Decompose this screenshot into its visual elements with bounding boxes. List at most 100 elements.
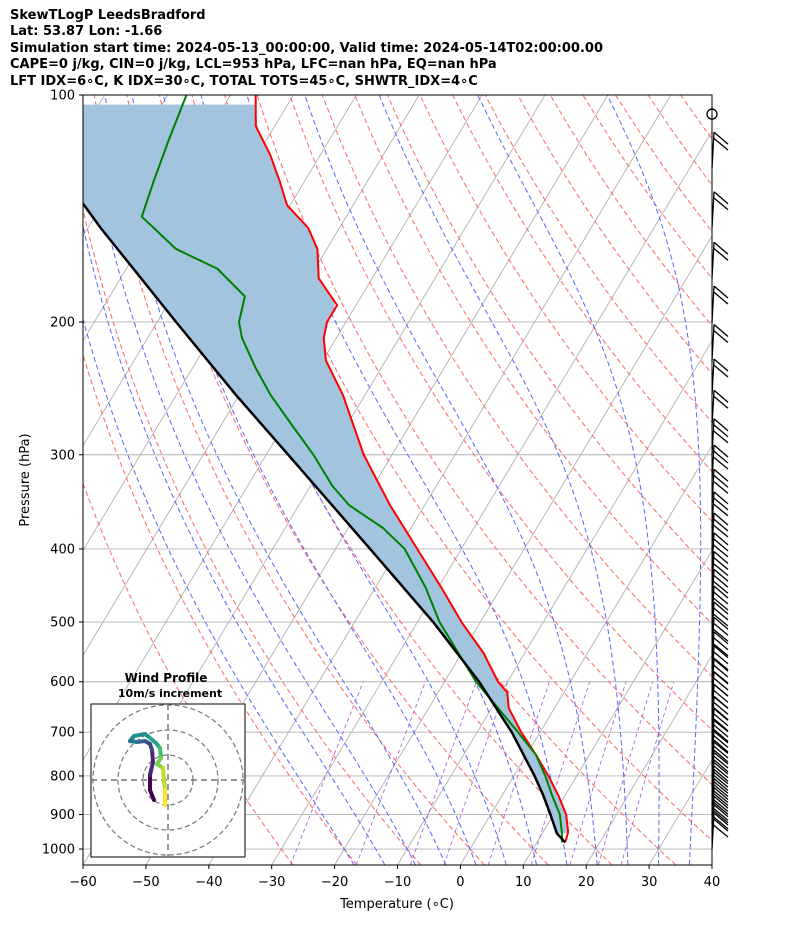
moist-adiabat [131,95,477,865]
cape-shading [83,104,569,834]
x-tick-label: 40 [704,875,721,890]
isotherm-line [334,235,712,865]
cape-line: CAPE=0 j/kg, CIN=0 j/kg, LCL=953 hPa, LF… [10,57,497,73]
wind-barb [711,358,729,396]
x-tick-label: −60 [69,875,96,890]
isotherm-line [522,549,712,865]
dry-adiabat [746,95,794,865]
x-tick-label: 10 [515,875,532,890]
wind-barb [711,418,729,455]
moist-adiabat [83,103,416,865]
hodograph-subtitle: 10m/s increment [118,687,222,700]
wind-barb [711,191,729,228]
wind-barb [711,389,729,427]
x-tick-label: −10 [384,875,411,890]
index-line: LFT IDX=6∘C, K IDX=30∘C, TOTAL TOTS=45∘C… [10,73,478,89]
wind-barb [711,444,729,482]
y-tick-label: 800 [50,769,75,784]
y-tick-label: 700 [50,726,75,741]
dry-adiabat [93,95,485,865]
wind-barb [711,631,729,668]
time-line: Simulation start time: 2024-05-13_00:00:… [10,40,603,56]
mixing-ratio-line [290,681,364,865]
calm-wind-circle [706,108,718,120]
isotherm-line [271,130,712,865]
x-tick-label: 30 [641,875,658,890]
x-tick-label: 20 [578,875,595,890]
dry-adiabat [321,95,712,678]
moist-adiabat [83,224,386,865]
mixing-ratio-line [598,681,654,865]
parcel-line [83,201,567,844]
x-tick-label: −30 [258,875,285,890]
isotherm-line [208,95,672,865]
wind-barb [711,512,729,550]
dry-adiabat [83,353,358,865]
x-axis-label: Temperature (∘C) [339,897,454,912]
dewpoint-line [140,95,564,843]
x-tick-label: −40 [195,875,222,890]
chart-header: SkewTLogP LeedsBradford Lat: 53.87 Lon: … [10,8,603,90]
moist-adiabat [246,95,568,865]
dry-adiabat [83,482,294,865]
dry-adiabat [224,95,712,842]
location-line: Lat: 53.87 Lon: -1.66 [10,24,163,40]
wind-barb [711,241,729,279]
dry-adiabat [354,95,712,625]
y-tick-label: 200 [50,315,75,330]
wind-barb [711,491,729,528]
wind-barb [711,285,729,323]
y-tick-label: 300 [50,448,75,463]
dry-adiabat [582,95,712,280]
y-tick-label: 500 [50,616,75,631]
isotherm-line [648,759,712,865]
wind-barb [711,131,729,169]
isotherm-line [397,339,712,865]
hodograph-segment [161,766,166,782]
wind-barb [711,616,729,654]
wind-barb [711,718,729,755]
isotherm-line [585,654,712,865]
wind-barbs [706,108,729,850]
moist-adiabat [378,95,629,865]
dry-adiabat [680,95,712,140]
hodograph-segment [150,748,155,764]
hodograph-segment [148,760,155,777]
x-tick-label: 0 [456,875,464,890]
wind-barb [711,601,729,639]
wind-barb [711,532,729,569]
moist-adiabat [83,317,355,865]
dry-adiabat [386,95,712,573]
wind-barb [711,645,729,682]
y-axis-label: Pressure (hPa) [18,433,33,526]
x-tick-label: −50 [132,875,159,890]
moist-adiabat [162,95,507,865]
y-tick-label: 100 [50,89,75,104]
chart-title: SkewTLogP LeedsBradford [10,8,206,23]
dry-adiabat [419,95,712,523]
y-tick-label: 900 [50,808,75,823]
mixing-ratio-line [620,681,675,865]
dry-adiabat [83,207,422,865]
mixing-ratio-line [355,681,426,865]
dry-adiabat [549,95,712,327]
dry-adiabat [452,95,712,473]
isotherm-line [460,444,712,865]
moist-adiabat [104,95,447,865]
y-tick-label: 600 [50,675,75,690]
wind-barb [711,324,729,361]
x-tick-label: −20 [321,875,348,890]
wind-hodograph: Wind Profile 10m/s increment [90,671,246,858]
moist-adiabat [606,95,702,865]
y-tick-label: 400 [50,542,75,557]
wind-barb [711,658,729,696]
wind-barb [711,468,729,506]
dry-adiabat [484,95,712,423]
hodograph-title: Wind Profile [125,671,208,685]
wind-barb [711,551,729,588]
isotherm-line [83,95,420,657]
dry-adiabat [778,95,794,865]
dry-adiabat [615,95,712,233]
wind-barb [711,568,729,606]
